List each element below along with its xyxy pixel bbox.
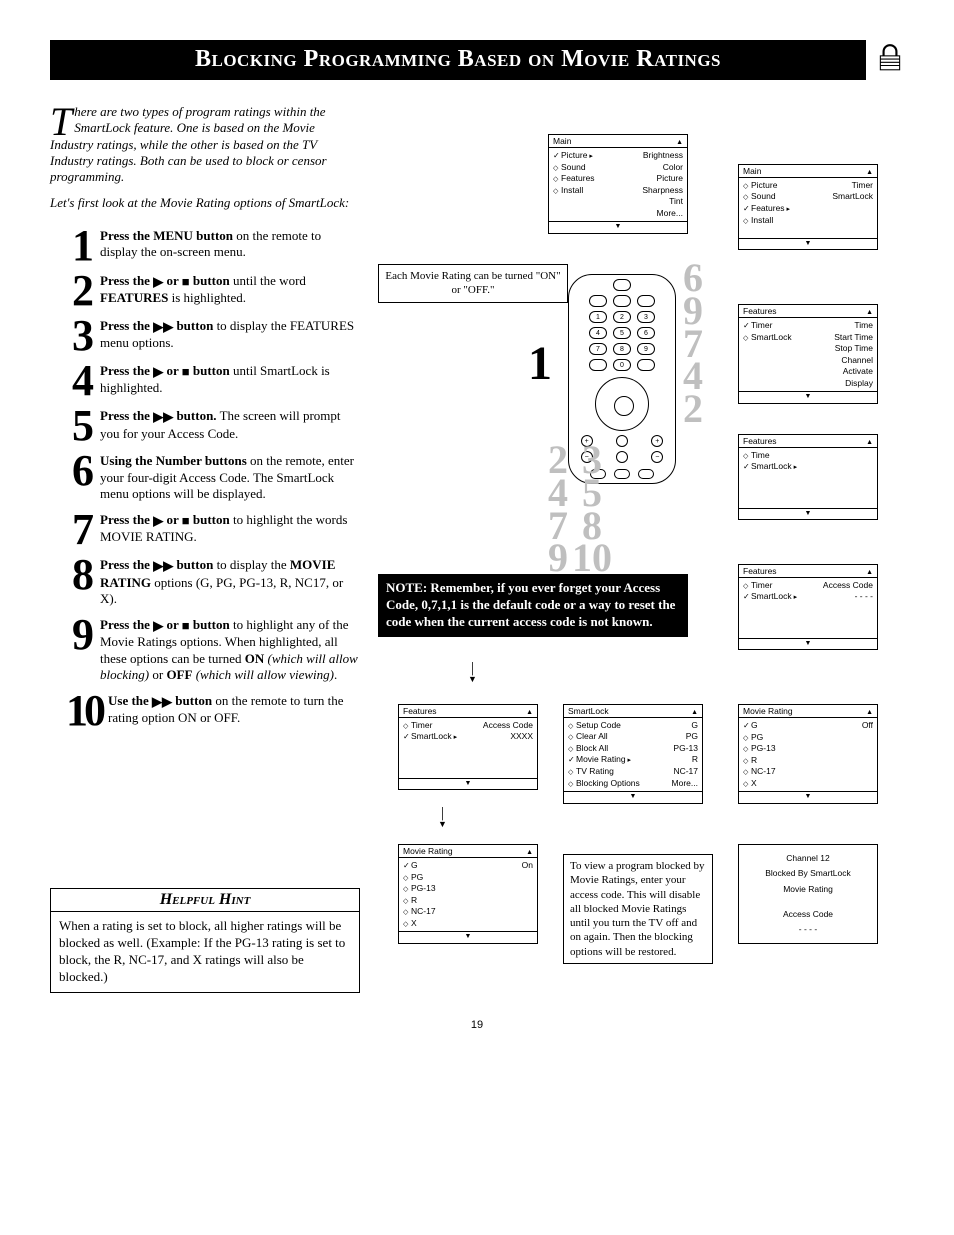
remote-step-1: 1 — [528, 344, 552, 383]
grey-step-numbers-a: 69742 — [683, 262, 703, 426]
helpful-hint-title: Helpful Hint — [51, 889, 359, 912]
helpful-hint-box: Helpful Hint When a rating is set to blo… — [50, 888, 360, 993]
menu-main-1: Main PictureBrightnessSoundColorFeatures… — [548, 134, 688, 234]
helpful-hint-body: When a rating is set to block, all highe… — [51, 912, 359, 992]
arrow-down-icon — [468, 664, 477, 684]
step-number: 7 — [50, 510, 94, 547]
step: 8 Press the ▶▶ button to display the MOV… — [50, 555, 360, 607]
step-number: 3 — [50, 316, 94, 353]
step-number: 1 — [50, 226, 94, 263]
step-text: Press the ▶ or ■ button until the word F… — [100, 271, 360, 308]
step-number: 9 — [50, 615, 94, 683]
step-number: 2 — [50, 271, 94, 308]
step: 3 Press the ▶▶ button to display the FEA… — [50, 316, 360, 353]
menu-features-accesscode: Features TimerAccess CodeSmartLock- - - … — [738, 564, 878, 650]
menu-features-xxxx: Features TimerAccess CodeSmartLockXXXX — [398, 704, 538, 790]
steps-list: 1 Press the MENU button on the remote to… — [50, 226, 360, 729]
step-number: 8 — [50, 555, 94, 607]
menu-features-timer: Features TimerTimeSmartLockStart TimeSto… — [738, 304, 878, 404]
diagram-area: Main PictureBrightnessSoundColorFeatures… — [378, 104, 904, 993]
blocked-channel-box: Channel 12 Blocked By SmartLock Movie Ra… — [738, 844, 878, 944]
step: 9 Press the ▶ or ■ button to highlight a… — [50, 615, 360, 683]
arrow-down-icon — [438, 809, 447, 829]
step: 2 Press the ▶ or ■ button until the word… — [50, 271, 360, 308]
callout-each-rating: Each Movie Rating can be turned "ON" or … — [378, 264, 568, 303]
step-number: 10 — [50, 691, 102, 728]
lock-icon — [876, 43, 904, 77]
page-number: 19 — [50, 1019, 904, 1031]
note-box: NOTE: Remember, if you ever forget your … — [378, 574, 688, 637]
step-text: Use the ▶▶ button on the remote to turn … — [108, 691, 360, 728]
intro-paragraph-2: Let's first look at the Movie Rating opt… — [50, 195, 360, 211]
step-text: Press the ▶ or ■ button until SmartLock … — [100, 361, 360, 398]
menu-movierating-on: Movie Rating GOnPGPG-13RNC-17X — [398, 844, 538, 944]
menu-movierating-off: Movie Rating GOffPGPG-13RNC-17X — [738, 704, 878, 804]
step-text: Using the Number buttons on the remote, … — [100, 451, 360, 502]
menu-smartlock: SmartLock Setup CodeGClear AllPGBlock Al… — [563, 704, 703, 804]
step: 7 Press the ▶ or ■ button to highlight t… — [50, 510, 360, 547]
step: 1 Press the MENU button on the remote to… — [50, 226, 360, 263]
step-number: 4 — [50, 361, 94, 398]
step: 10 Use the ▶▶ button on the remote to tu… — [50, 691, 360, 728]
step-text: Press the ▶▶ button to display the FEATU… — [100, 316, 360, 353]
menu-main-2: Main PictureTimerSoundSmartLockFeaturesI… — [738, 164, 878, 250]
step-text: Press the ▶▶ button to display the MOVIE… — [100, 555, 360, 607]
step-text: Press the MENU button on the remote to d… — [100, 226, 360, 263]
step-number: 6 — [50, 451, 94, 502]
step-text: Press the ▶ or ■ button to highlight the… — [100, 510, 360, 547]
intro-paragraph: There are two types of program ratings w… — [50, 104, 360, 185]
step: 5 Press the ▶▶ button. The screen will p… — [50, 406, 360, 443]
callout-view-blocked: To view a program blocked by Movie Ratin… — [563, 854, 713, 964]
step-text: Press the ▶ or ■ button to highlight any… — [100, 615, 360, 683]
step-number: 5 — [50, 406, 94, 443]
page-title: Blocking Programming Based on Movie Rati… — [50, 40, 866, 80]
grey-step-numbers-b: 2479 35810 — [548, 444, 612, 575]
step-text: Press the ▶▶ button. The screen will pro… — [100, 406, 360, 443]
step: 6 Using the Number buttons on the remote… — [50, 451, 360, 502]
menu-features-time: Features TimeSmartLock — [738, 434, 878, 520]
step: 4 Press the ▶ or ■ button until SmartLoc… — [50, 361, 360, 398]
